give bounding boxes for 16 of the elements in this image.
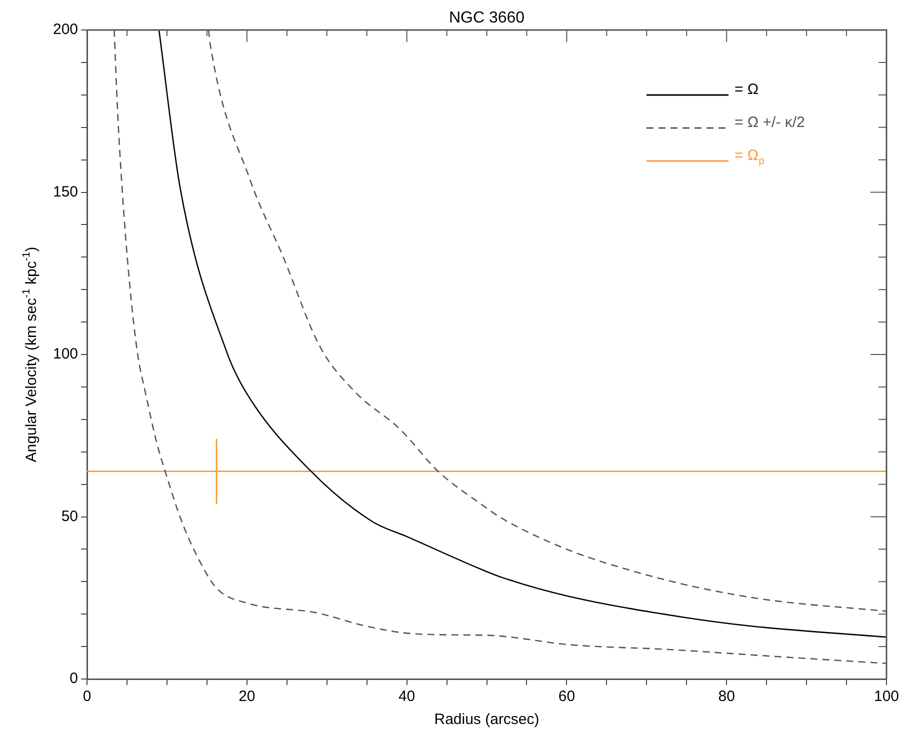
y-tick-label: 200 (52, 21, 78, 38)
text: = Ω +/- κ/2 (734, 114, 805, 132)
text: = Ω (734, 81, 759, 98)
y-tick-label: 0 (70, 670, 78, 688)
x-tick-label: 80 (718, 688, 735, 706)
y-tick-label: 50 (61, 508, 78, 525)
y-tick-label: 100 (52, 346, 78, 363)
x-tick-label: 0 (82, 688, 92, 706)
x-tick-label: 60 (558, 688, 576, 706)
x-axis-title: Radius (arcsec) (434, 711, 540, 728)
x-tick-label: 100 (874, 688, 899, 706)
chart-title: NGC 3660 (448, 9, 525, 26)
x-tick-label: 40 (398, 688, 416, 706)
y-axis-title: Angular Velocity (km sec-1 kpc-1) (20, 246, 40, 462)
x-tick-label: 20 (238, 688, 256, 706)
y-tick-label: 150 (52, 183, 78, 200)
